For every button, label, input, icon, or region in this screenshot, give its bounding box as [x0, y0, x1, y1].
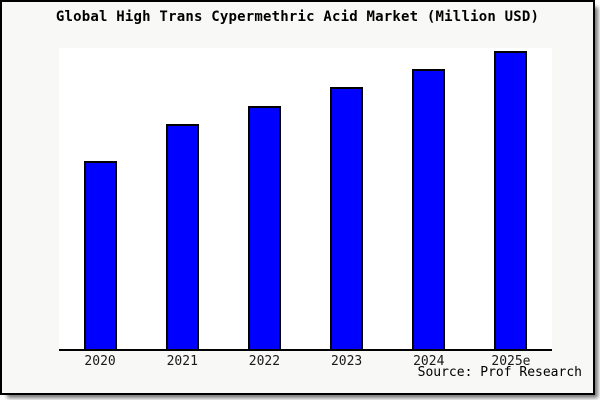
x-tick-label-2023: 2023 [330, 354, 363, 369]
bar-slot [470, 48, 552, 349]
chart-frame: Global High Trans Cypermethric Acid Mark… [0, 0, 595, 395]
x-tick-label-2021: 2021 [166, 354, 198, 369]
x-tick-label-2024: 2024 [413, 354, 445, 369]
bar-2020 [83, 161, 117, 349]
x-tick-label-2022: 2022 [248, 354, 281, 369]
bar-2024 [412, 68, 446, 349]
bar-2025e [494, 51, 528, 349]
source-attribution: Source: Prof Research [417, 365, 582, 380]
bar-2022 [247, 105, 281, 349]
x-axis-labels: 2020 2021 2022 2023 2024 2025e [59, 354, 552, 369]
bar-2023 [330, 86, 364, 349]
bars-container [59, 48, 552, 349]
bar-2021 [165, 124, 199, 349]
plot-area [59, 48, 552, 351]
bar-slot [388, 48, 470, 349]
bar-slot [306, 48, 388, 349]
chart-title: Global High Trans Cypermethric Acid Mark… [55, 9, 540, 25]
x-tick-label-2020: 2020 [84, 354, 116, 369]
bar-slot [59, 48, 141, 349]
bar-slot [141, 48, 223, 349]
x-tick-label-2025e: 2025e [491, 354, 531, 369]
bar-slot [223, 48, 305, 349]
